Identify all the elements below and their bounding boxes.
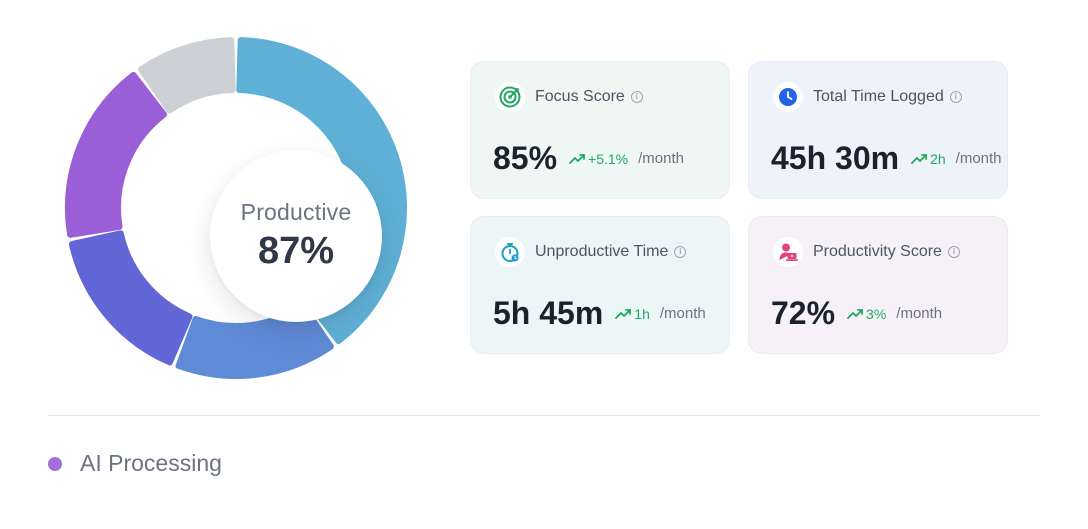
trend-period: /month <box>638 150 684 167</box>
info-icon[interactable]: i <box>947 246 960 258</box>
trend-period: /month <box>955 150 1002 167</box>
trend-indicator: 1h <box>615 306 650 322</box>
card-header: Productivity Score i <box>773 237 960 267</box>
info-icon[interactable]: i <box>949 91 962 103</box>
section-divider <box>48 415 1040 416</box>
productivity-donut-chart: Productive 87% <box>60 30 420 390</box>
card-title: Unproductive Time <box>535 243 669 260</box>
total-time-logged-card[interactable]: Total Time Logged i 45h 30m 2h /month <box>748 61 1008 199</box>
legend-label: AI Processing <box>80 450 222 476</box>
card-body: 72% 3% /month <box>771 295 942 332</box>
focus-score-card[interactable]: Focus Score i 85% +5.1% /month <box>470 61 730 199</box>
trend-indicator: +5.1% <box>569 151 628 167</box>
card-body: 45h 30m 2h /month <box>771 140 1002 177</box>
donut-segment-indigo[interactable] <box>68 230 193 366</box>
trend-indicator: 3% <box>847 306 886 322</box>
clock-icon <box>773 82 803 112</box>
card-title: Productivity Score <box>813 243 942 260</box>
info-icon[interactable]: i <box>630 91 643 103</box>
trend-value: 3% <box>866 305 887 322</box>
trend-up-icon <box>911 153 927 164</box>
unproductive-time-card[interactable]: Unproductive Time i 5h 45m 1h /month <box>470 216 730 354</box>
person-laptop-icon <box>773 237 803 267</box>
trend-period: /month <box>659 305 706 322</box>
trend-value: 1h <box>634 305 650 322</box>
info-icon[interactable]: i <box>674 246 687 258</box>
card-value: 72% <box>771 295 836 331</box>
donut-center-value: 87% <box>257 230 335 272</box>
card-title: Focus Score <box>535 88 625 105</box>
legend-item-ai-processing[interactable]: AI Processing <box>48 450 222 477</box>
donut-center: Productive 87% <box>210 150 382 322</box>
donut-center-label: Productive <box>240 199 352 225</box>
card-body: 5h 45m 1h /month <box>493 295 706 332</box>
trend-indicator: 2h <box>911 151 946 167</box>
card-title: Total Time Logged <box>813 88 944 105</box>
trend-up-icon <box>569 153 585 164</box>
trend-value: 2h <box>930 150 946 167</box>
trend-up-icon <box>615 308 632 319</box>
target-icon <box>495 82 525 112</box>
card-value: 85% <box>493 140 558 176</box>
card-body: 85% +5.1% /month <box>493 140 684 177</box>
card-header: Total Time Logged i <box>773 82 962 112</box>
card-value: 5h 45m <box>493 295 604 331</box>
card-header: Focus Score i <box>495 82 643 112</box>
trend-value: +5.1% <box>588 150 629 167</box>
trend-up-icon <box>847 308 863 319</box>
trend-period: /month <box>896 305 943 322</box>
donut-segment-gray[interactable] <box>138 37 236 114</box>
stopwatch-icon <box>495 237 525 267</box>
productivity-score-card[interactable]: Productivity Score i 72% 3% /month <box>748 216 1008 354</box>
legend-dot <box>48 456 62 471</box>
donut-segment-purple[interactable] <box>65 71 168 238</box>
card-value: 45h 30m <box>771 140 900 176</box>
card-header: Unproductive Time i <box>495 237 687 267</box>
